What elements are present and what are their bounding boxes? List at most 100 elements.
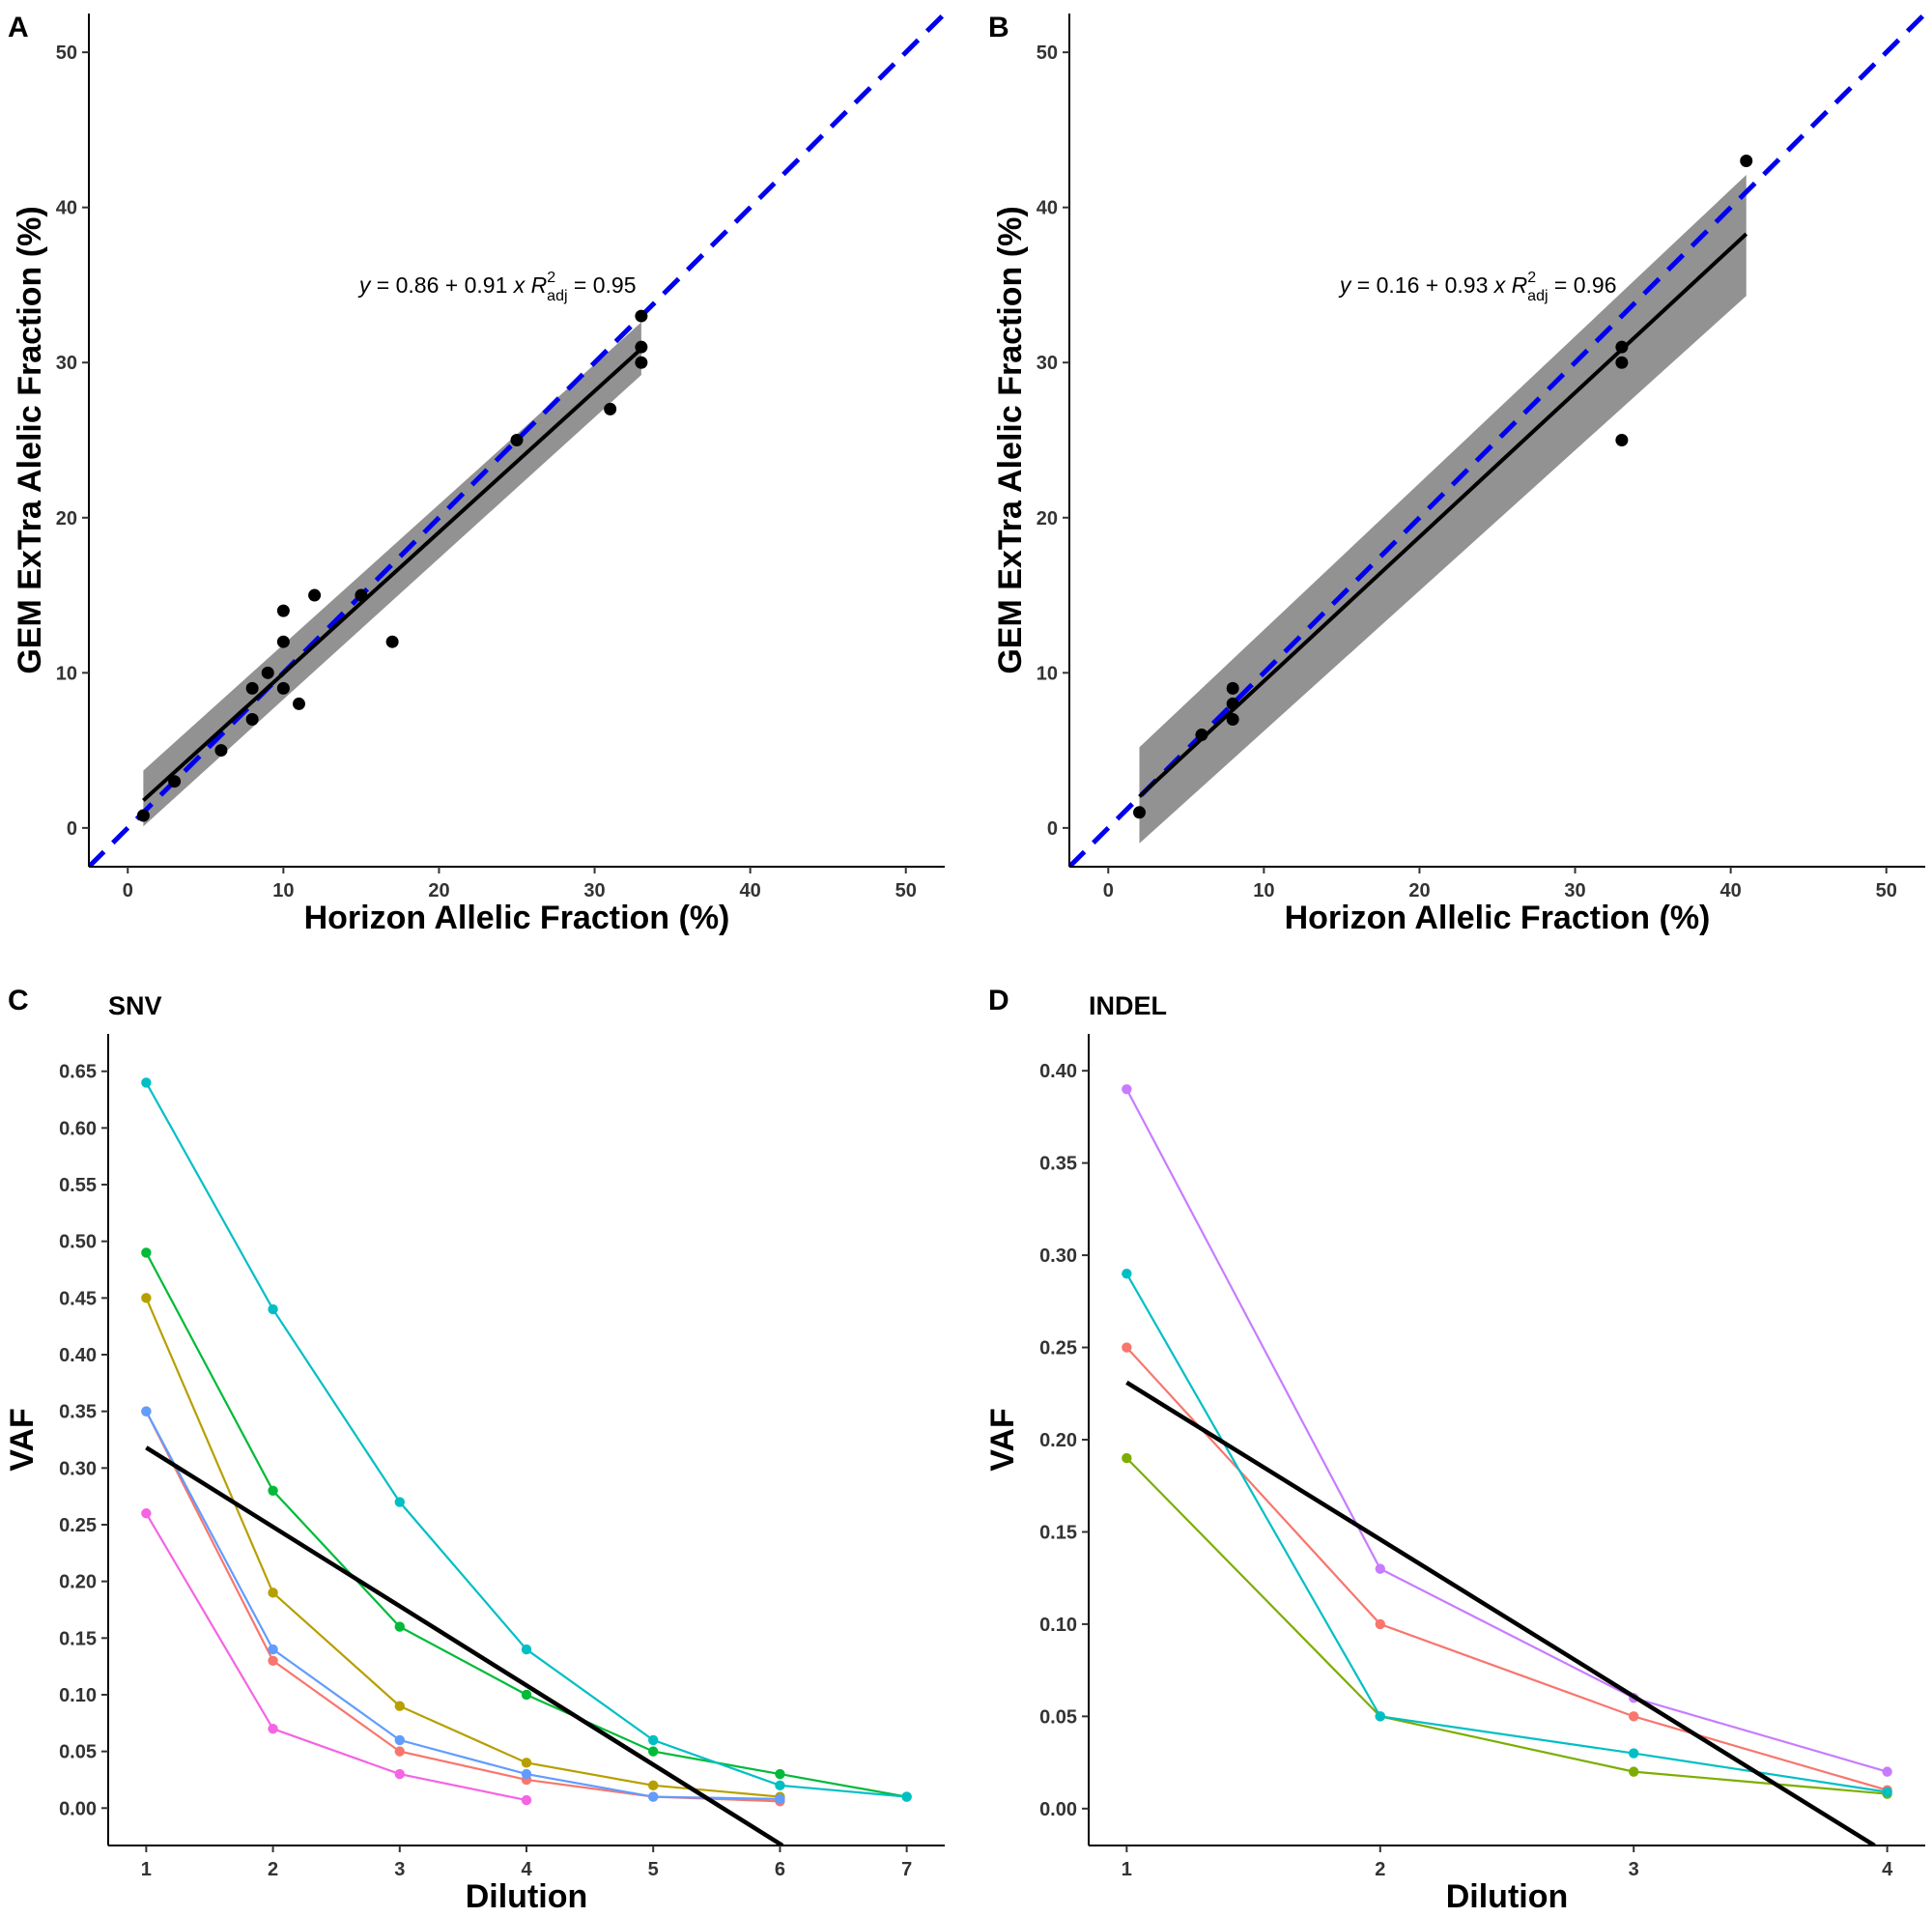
y-tick-label: 0.15 xyxy=(1039,1522,1077,1543)
y-tick-label: 40 xyxy=(56,198,77,219)
y-tick-label: 0.30 xyxy=(1039,1245,1077,1267)
series-point xyxy=(394,1701,405,1711)
y-tick-label: 0.50 xyxy=(59,1232,97,1253)
series-point xyxy=(141,1077,152,1088)
series-point xyxy=(394,1497,405,1507)
panel-letter: B xyxy=(988,12,1009,43)
data-point xyxy=(635,340,648,354)
regression-equation: y = 0.86 + 0.91 x R2 adj = 0.95 xyxy=(357,270,637,304)
y-tick-label: 40 xyxy=(1037,198,1058,219)
x-tick-label: 50 xyxy=(1876,880,1897,901)
x-tick-label: 10 xyxy=(272,880,294,901)
y-tick-label: 0.10 xyxy=(59,1685,97,1706)
series-point xyxy=(1629,1748,1639,1759)
x-axis-title: Horizon Allelic Fraction (%) xyxy=(304,900,730,936)
series-point xyxy=(648,1791,659,1802)
regression-line xyxy=(1125,1380,1876,1845)
y-tick-label: 0.20 xyxy=(59,1572,97,1593)
series-point xyxy=(394,1621,405,1632)
series-point xyxy=(1882,1766,1892,1777)
y-tick-label: 0.00 xyxy=(1039,1799,1077,1820)
regression-line xyxy=(145,1445,784,1845)
series-line xyxy=(145,1251,907,1798)
y-tick-label: 0.65 xyxy=(59,1062,97,1083)
plot-area xyxy=(1069,14,1925,867)
series-point xyxy=(775,1780,785,1791)
x-axis-title: Dilution xyxy=(1446,1878,1569,1915)
series-point xyxy=(521,1689,532,1701)
x-tick-label: 0 xyxy=(1103,880,1114,901)
x-tick-label: 0 xyxy=(123,880,133,901)
x-tick-label: 20 xyxy=(1408,880,1430,901)
data-point xyxy=(292,697,305,710)
series-point xyxy=(521,1644,532,1655)
series-point xyxy=(1629,1766,1639,1777)
series-point xyxy=(1122,1342,1132,1353)
series-point xyxy=(1375,1618,1385,1630)
x-tick-label: 5 xyxy=(648,1859,659,1880)
regression-line xyxy=(1138,232,1748,798)
series-point xyxy=(1375,1563,1385,1574)
x-tick-label: 1 xyxy=(1122,1859,1132,1880)
data-point xyxy=(1740,155,1753,168)
panel-letter: D xyxy=(988,985,1009,1016)
y-tick-label: 0.05 xyxy=(1039,1706,1077,1728)
series-point xyxy=(394,1734,405,1746)
x-axis-title: Horizon Allelic Fraction (%) xyxy=(1285,900,1711,936)
x-tick-label: 40 xyxy=(740,880,761,901)
y-tick-label: 30 xyxy=(56,353,77,374)
data-point xyxy=(635,356,648,369)
y-tick-label: 0.25 xyxy=(1039,1338,1077,1359)
x-tick-label: 6 xyxy=(775,1859,785,1880)
panel-letter: A xyxy=(8,12,29,43)
y-tick-label: 0.25 xyxy=(59,1515,97,1536)
data-point xyxy=(276,604,290,617)
x-tick-label: 30 xyxy=(583,880,605,901)
y-tick-label: 0 xyxy=(67,818,77,840)
data-point xyxy=(1615,434,1629,446)
x-axis-title: Dilution xyxy=(466,1878,588,1915)
y-tick-label: 0.35 xyxy=(59,1402,97,1423)
panel-title: INDEL xyxy=(1089,991,1167,1020)
series-point xyxy=(141,1247,152,1258)
x-tick-label: 2 xyxy=(1375,1859,1385,1880)
series-line xyxy=(145,1411,781,1803)
y-tick-label: 30 xyxy=(1037,353,1058,374)
panel-b: By = 0.16 + 0.93 x R2 adj = 0.96 0 10 20 30 40… xyxy=(988,12,1925,936)
series-point xyxy=(901,1791,912,1802)
y-tick-label: 0.15 xyxy=(59,1628,97,1649)
data-point xyxy=(136,809,150,822)
data-point xyxy=(261,666,274,679)
series-point xyxy=(268,1588,278,1598)
series-point xyxy=(1122,1268,1132,1279)
data-point xyxy=(385,635,399,648)
series-point xyxy=(268,1485,278,1496)
series-point xyxy=(1122,1084,1132,1095)
data-point xyxy=(635,309,648,323)
data-point xyxy=(1615,340,1629,354)
data-point xyxy=(1132,806,1146,819)
panel-letter: C xyxy=(8,985,29,1016)
y-axis-title: VAF xyxy=(4,1408,41,1471)
y-tick-label: 0.10 xyxy=(1039,1615,1077,1636)
series-point xyxy=(1122,1452,1132,1464)
data-point xyxy=(1226,697,1239,710)
data-point xyxy=(604,402,617,415)
x-tick-label: 4 xyxy=(1882,1859,1893,1880)
data-point xyxy=(276,681,290,695)
y-axis-title: GEM ExTra Alelic Fraction (%) xyxy=(12,206,48,673)
series-point xyxy=(648,1780,659,1791)
series-point xyxy=(1629,1711,1639,1722)
series-point xyxy=(1882,1787,1892,1797)
data-point xyxy=(1615,356,1629,369)
series-line xyxy=(145,1411,781,1800)
y-tick-label: 20 xyxy=(1037,508,1058,529)
data-point xyxy=(168,775,182,788)
data-point xyxy=(214,744,228,758)
series-line xyxy=(1125,1457,1888,1795)
panel-d: D INDEL 1 2 3 4 0.00 0.05 0.10 0.15 0.20 0.25 0.30 0.… xyxy=(984,985,1925,1915)
panel-c: C SNV 1 2 3 4 5 6 7 0.00 0.05 0.10 0.15 0.20 0.25 0.30 0… xyxy=(4,985,945,1915)
y-tick-label: 10 xyxy=(1037,663,1058,684)
series-point xyxy=(394,1746,405,1757)
plot-area xyxy=(89,14,945,867)
